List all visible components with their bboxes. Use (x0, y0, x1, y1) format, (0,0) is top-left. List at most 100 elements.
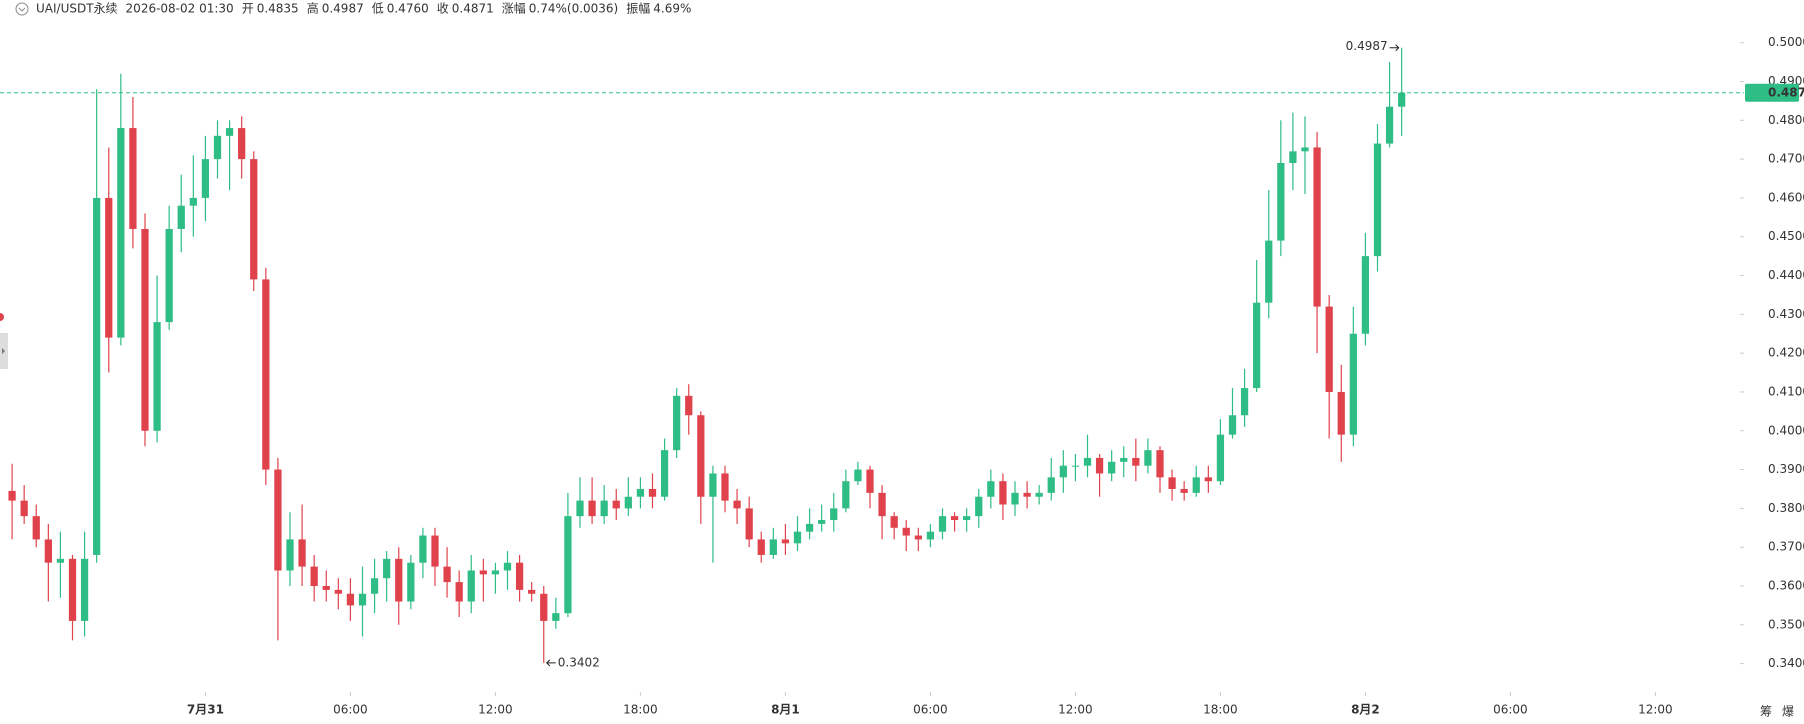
candle-body (189, 197, 197, 206)
candle-body (238, 128, 246, 160)
candle-body (902, 527, 910, 536)
candle-body (250, 159, 258, 280)
y-tick-label: 0.3400 (1768, 656, 1804, 670)
candle-body (576, 500, 584, 517)
candle-body (805, 523, 814, 532)
header-high: 0.4987 (322, 2, 364, 16)
candle-body (455, 582, 463, 602)
candle-body (56, 558, 65, 563)
candle-body (1156, 450, 1164, 478)
candle-body (1108, 461, 1116, 474)
candle-body (950, 516, 959, 521)
candle-body (383, 558, 391, 579)
candle-body (1180, 488, 1188, 493)
x-tick-label: 12:00 (478, 703, 513, 717)
candle-body (1192, 477, 1200, 493)
header-low-label: 低 (372, 2, 384, 16)
candle-body (540, 593, 548, 621)
candle-body (733, 500, 741, 509)
candle-body (987, 481, 995, 497)
candle-body (310, 566, 318, 586)
candle-body (1144, 450, 1152, 466)
candle-body (600, 500, 608, 517)
candle-body (443, 566, 451, 583)
candle-body (890, 516, 898, 528)
candle-body (225, 128, 234, 136)
candle-body (1228, 415, 1237, 435)
candle-body (1325, 306, 1333, 392)
candle-body (177, 205, 185, 229)
header-low: 0.4760 (387, 2, 429, 16)
candle-body (431, 535, 439, 567)
candle-body (1265, 240, 1273, 303)
candle-body (165, 228, 173, 323)
candle-body (709, 473, 717, 497)
candle-body (1277, 162, 1285, 241)
candle-body (1216, 434, 1225, 482)
candle-body (757, 539, 765, 555)
candle-body (1385, 106, 1394, 144)
candle-body (552, 613, 560, 621)
tool-button[interactable]: 筹 (1760, 705, 1772, 719)
candle-body (660, 450, 669, 497)
candle-body (1168, 477, 1176, 489)
header-open: 0.4835 (257, 2, 299, 16)
candle-body (866, 469, 874, 493)
candle-body (793, 531, 802, 544)
candle-body (407, 562, 415, 602)
candle-body (1240, 388, 1249, 416)
candle-body (564, 516, 572, 614)
candle-body (1011, 492, 1019, 505)
last-price-label: 0.4871 (1768, 85, 1804, 99)
candle-body (1204, 477, 1212, 482)
x-tick-label: 18:00 (623, 703, 658, 717)
candle-body (636, 488, 645, 497)
candle-body (105, 197, 113, 338)
header-change-label: 涨幅 (502, 1, 526, 16)
candle-body (1289, 151, 1297, 163)
candle-body (528, 589, 536, 594)
candle-body (117, 128, 125, 338)
tool-button[interactable]: 爆 (1782, 705, 1794, 719)
header-symbol: UAI/USDT永续 (36, 2, 118, 16)
collapse-icon[interactable] (15, 2, 29, 16)
candle-body (298, 539, 306, 567)
candle-body (479, 570, 487, 575)
candle-body (999, 481, 1007, 505)
candle-body (395, 558, 403, 602)
candle-body (201, 159, 210, 198)
candle-body (1349, 333, 1357, 435)
candle-body (141, 228, 149, 431)
candle-body (781, 539, 790, 544)
x-tick-label: 7月31 (187, 703, 224, 717)
candle-body (515, 562, 524, 590)
high-arrow (1389, 44, 1400, 52)
candle-body (346, 593, 355, 606)
candle-body (286, 539, 294, 571)
candle-body (129, 128, 137, 229)
candle-body (938, 516, 947, 532)
low-arrow (546, 659, 556, 667)
candle-body (334, 589, 342, 594)
candle-body (68, 558, 77, 621)
header-close-label: 收 (437, 2, 449, 16)
candle-body (721, 473, 729, 501)
x-tick-label: 18:00 (1203, 703, 1238, 717)
candle-body (914, 535, 922, 540)
candle-body (1253, 302, 1261, 389)
candle-body (745, 508, 753, 540)
candle-body (697, 415, 705, 497)
x-tick-label: 12:00 (1638, 703, 1673, 717)
candle-body (624, 496, 632, 509)
candle-body (1361, 256, 1370, 334)
candle-body (648, 488, 657, 497)
